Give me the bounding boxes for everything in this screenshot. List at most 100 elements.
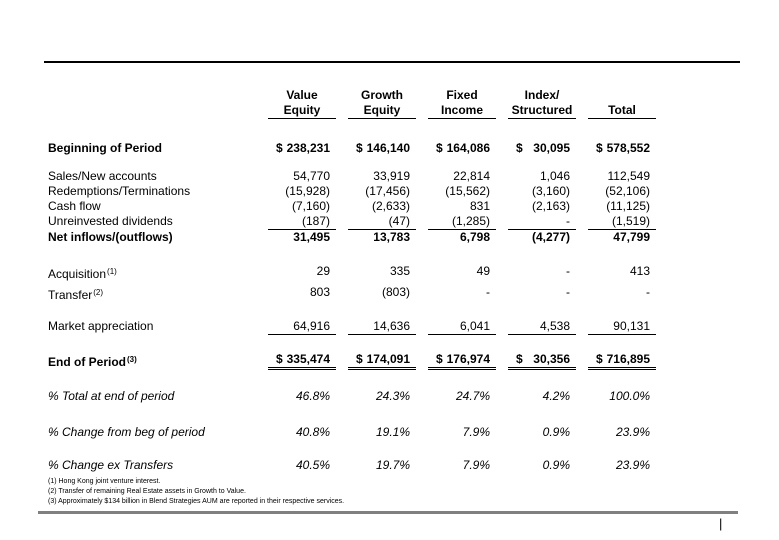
row-label: Cash flow bbox=[48, 199, 101, 213]
column-header-line2: Income bbox=[440, 103, 483, 117]
value-text: 46.8% bbox=[295, 389, 330, 403]
value-text: $146,140 bbox=[356, 141, 410, 155]
value-cell: (1,285) bbox=[416, 214, 496, 230]
dollar-sign: $ bbox=[596, 352, 603, 366]
table-row: Cash flow (7,160) (2,633) 831 (2,163) (11,125… bbox=[48, 199, 668, 214]
value-cell: 31,495 bbox=[256, 230, 336, 245]
value-cell: 24.7% bbox=[416, 389, 496, 404]
value-text: (47) bbox=[348, 214, 416, 230]
value-text: (11,125) bbox=[606, 199, 650, 213]
column-header-line1: Fixed bbox=[446, 88, 478, 102]
dollar-sign: $ bbox=[516, 352, 523, 366]
value-text: 40.8% bbox=[295, 425, 330, 439]
footnote-marker: (3) bbox=[127, 355, 137, 364]
aum-flows-table: Value Equity Growth Equity Fixed Income Index/… bbox=[48, 88, 668, 473]
table-row: Redemptions/Terminations (15,928) (17,456)… bbox=[48, 184, 668, 199]
row-label: % Change ex Transfers bbox=[48, 458, 174, 472]
value-text: 40.5% bbox=[295, 458, 330, 472]
value-cell: 33,919 bbox=[336, 169, 416, 184]
value-text: 31,495 bbox=[293, 230, 330, 244]
value-cell: (15,928) bbox=[256, 184, 336, 199]
value-text: (15,562) bbox=[445, 184, 490, 198]
value-text: 24.7% bbox=[455, 389, 490, 403]
value-cell: 54,770 bbox=[256, 169, 336, 184]
value-cell: (2,633) bbox=[336, 199, 416, 214]
dollar-sign: $ bbox=[516, 141, 523, 155]
row-label: Sales/New accounts bbox=[48, 169, 157, 183]
value-text: (1,519) bbox=[588, 214, 656, 230]
column-header-income: Fixed Income bbox=[416, 88, 496, 119]
value-text: 23.9% bbox=[615, 458, 650, 472]
value-cell: - bbox=[496, 214, 576, 230]
table-row: Net inflows/(outflows) 31,495 13,783 6,798 (… bbox=[48, 230, 668, 245]
value-cell: 335 bbox=[336, 264, 416, 279]
table-row: End of Period(3) $335,474 $174,091 $176,974… bbox=[48, 352, 668, 370]
value-cell: $30,095 bbox=[496, 141, 576, 156]
value-text: - bbox=[566, 264, 570, 278]
value-cell: - bbox=[416, 285, 496, 300]
value-cell: 831 bbox=[416, 199, 496, 214]
row-label: End of Period(3) bbox=[48, 355, 137, 369]
value-cell: (2,163) bbox=[496, 199, 576, 214]
table-header-row: Value Equity Growth Equity Fixed Income Index/… bbox=[48, 88, 668, 119]
value-cell: 90,131 bbox=[576, 319, 656, 335]
value-cell: 46.8% bbox=[256, 389, 336, 404]
value-cell: 13,783 bbox=[336, 230, 416, 245]
row-label: Transfer(2) bbox=[48, 288, 104, 302]
value-cell: (47) bbox=[336, 214, 416, 230]
value-text: 64,916 bbox=[268, 319, 336, 335]
table-row: Transfer(2) 803 (803) - - - bbox=[48, 285, 668, 302]
value-cell: 19.1% bbox=[336, 425, 416, 440]
value-cell: $146,140 bbox=[336, 141, 416, 156]
value-text: 47,799 bbox=[613, 230, 650, 244]
dollar-sign: $ bbox=[276, 141, 283, 155]
value-cell: - bbox=[576, 285, 656, 300]
value-text: 24.3% bbox=[375, 389, 410, 403]
value-cell: - bbox=[496, 264, 576, 279]
value-text: $335,474 bbox=[268, 352, 336, 370]
value-text: 112,549 bbox=[607, 169, 651, 183]
column-header-text: Index/Structured bbox=[508, 88, 576, 119]
column-header-line1: Index/ bbox=[524, 88, 560, 102]
value-cell: (1,519) bbox=[576, 214, 656, 230]
value-text: 413 bbox=[629, 264, 650, 278]
row-label: % Change from beg of period bbox=[48, 425, 205, 439]
value-cell: 413 bbox=[576, 264, 656, 279]
value-text: 19.1% bbox=[375, 425, 410, 439]
column-header-line2: Structured bbox=[511, 103, 573, 117]
value-text: (187) bbox=[268, 214, 336, 230]
value-text: (2,633) bbox=[371, 199, 410, 213]
value-cell: 29 bbox=[256, 264, 336, 279]
column-header-text: Value Equity bbox=[268, 88, 336, 119]
value-cell: 7.9% bbox=[416, 458, 496, 473]
table-row: % Total at end of period 46.8% 24.3% 24.7% 4… bbox=[48, 389, 668, 404]
footnote: (2) Transfer of remaining Real Estate as… bbox=[48, 488, 246, 495]
value-cell: (7,160) bbox=[256, 199, 336, 214]
value-text: $174,091 bbox=[348, 352, 416, 370]
table-row: Beginning of Period $238,231 $146,140 $164,… bbox=[48, 141, 668, 156]
value-text: (52,106) bbox=[605, 184, 650, 198]
value-text: (3,160) bbox=[531, 184, 570, 198]
row-label: Acquisition(1) bbox=[48, 267, 117, 281]
column-header-line2: Total bbox=[608, 103, 636, 117]
value-cell: 14,636 bbox=[336, 319, 416, 335]
row-label: Net inflows/(outflows) bbox=[48, 230, 173, 244]
value-text: - bbox=[508, 214, 576, 230]
value-cell: $238,231 bbox=[256, 141, 336, 156]
dollar-sign: $ bbox=[436, 141, 443, 155]
value-text: 29 bbox=[316, 264, 330, 278]
value-cell: 1,046 bbox=[496, 169, 576, 184]
value-cell: 0.9% bbox=[496, 425, 576, 440]
value-cell: 24.3% bbox=[336, 389, 416, 404]
value-text: $30,356 bbox=[508, 352, 576, 370]
header-label-spacer bbox=[48, 88, 256, 119]
value-text: 49 bbox=[476, 264, 490, 278]
value-text: (4,277) bbox=[531, 230, 570, 244]
dollar-sign: $ bbox=[436, 352, 443, 366]
value-text: 90,131 bbox=[588, 319, 656, 335]
value-text: - bbox=[486, 285, 490, 299]
value-text: (1,285) bbox=[428, 214, 496, 230]
value-text: (7,160) bbox=[291, 199, 330, 213]
column-header-total: Total bbox=[576, 88, 656, 119]
value-cell: (17,456) bbox=[336, 184, 416, 199]
